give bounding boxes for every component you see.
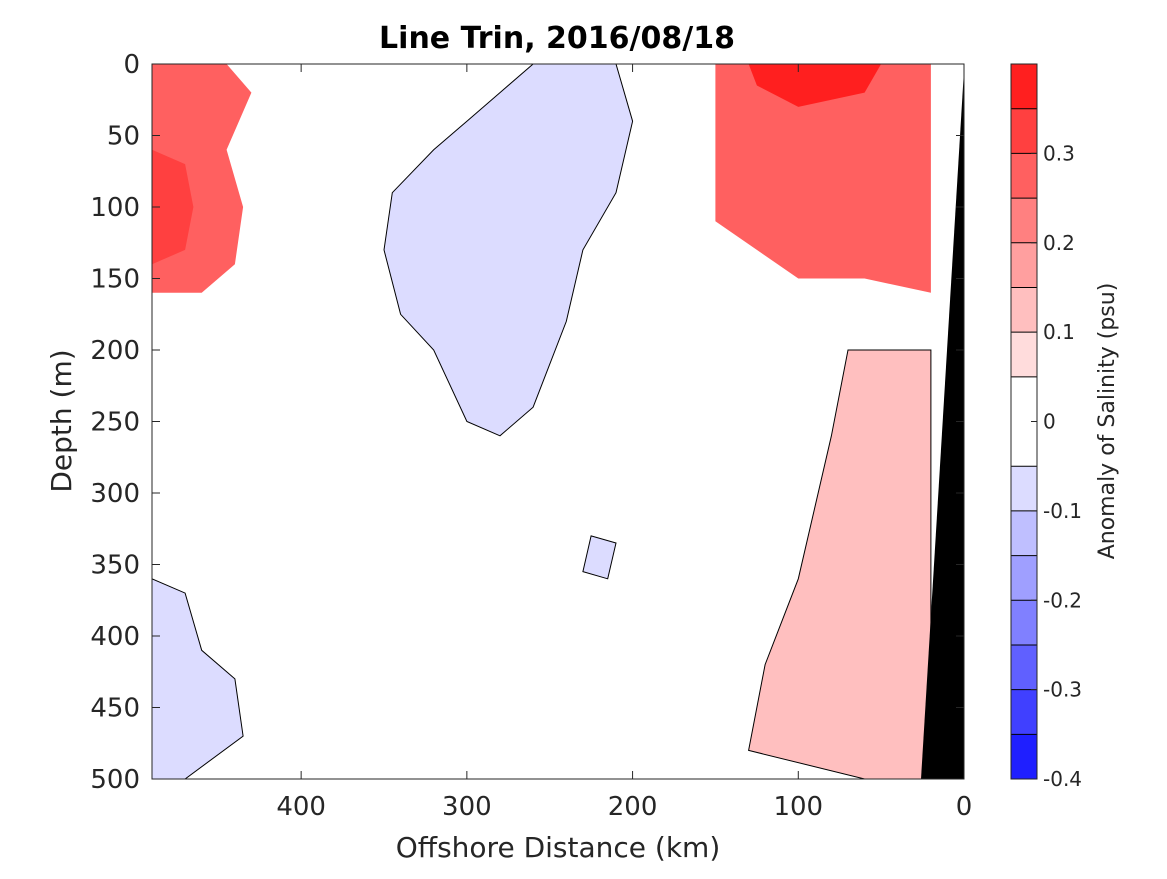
x-tick-label: 300	[442, 792, 492, 822]
region-salty-nearshore-surface	[748, 64, 882, 107]
colorbar-tick-label: -0.3	[1043, 678, 1082, 702]
y-tick-label: 150	[90, 265, 140, 295]
x-axis-ticks: 400 300 200 100 0	[276, 64, 972, 822]
colorbar-band	[1011, 153, 1037, 199]
colorbar-tick-label: -0.1	[1043, 499, 1082, 523]
region-salty-nearshore-upper	[715, 64, 931, 293]
colorbar-tick-label: 0.1	[1043, 320, 1075, 344]
colorbar-band	[1011, 242, 1037, 288]
y-tick-label: 0	[123, 50, 140, 80]
colorbar-band	[1011, 332, 1037, 377]
colorbar-band	[1011, 510, 1037, 556]
colorbar-band	[1011, 64, 1037, 109]
region-salty-west-core	[152, 149, 194, 265]
region-fresh-deep-patch	[582, 535, 616, 579]
region-fresh-deep-west	[152, 578, 244, 779]
colorbar-band	[1011, 466, 1037, 511]
y-tick-label: 50	[107, 122, 140, 152]
y-tick-label: 200	[90, 336, 140, 366]
contour-fill-layer	[152, 64, 931, 779]
colorbar-tick-label: 0.2	[1043, 231, 1075, 255]
region-salty-slope-deep	[748, 350, 931, 779]
colorbar-label: Anomaly of Salinity (psu)	[1095, 283, 1120, 560]
colorbar-tick-label: -0.4	[1043, 767, 1082, 791]
y-tick-label: 250	[90, 408, 140, 438]
colorbar-band	[1011, 198, 1037, 243]
colorbar-band	[1011, 287, 1037, 333]
y-tick-label: 500	[90, 765, 140, 795]
x-tick-label: 100	[773, 792, 823, 822]
contour-fresh-deep-west	[152, 578, 244, 779]
y-tick-label: 450	[90, 694, 140, 724]
colorbar-band	[1011, 555, 1037, 601]
colorbar-band	[1011, 108, 1037, 154]
colorbar-band	[1011, 644, 1037, 690]
x-tick-label: 0	[956, 792, 973, 822]
y-tick-label: 100	[90, 193, 140, 223]
colorbar-band	[1011, 689, 1037, 735]
colorbar: 0.3 0.2 0.1 0 -0.1 -0.2 -0.3 -0.4	[1010, 63, 1082, 791]
x-tick-label: 400	[276, 792, 326, 822]
y-tick-label: 400	[90, 622, 140, 652]
contour-salty-slope-deep	[748, 349, 932, 779]
y-axis-label: Depth (m)	[45, 349, 78, 492]
y-tick-label: 300	[90, 479, 140, 509]
x-axis-label: Offshore Distance (km)	[396, 831, 721, 864]
colorbar-band	[1011, 734, 1037, 779]
region-fresh-tongue	[384, 64, 633, 436]
colorbar-tick-label: -0.2	[1043, 588, 1082, 612]
zero-contour-lines	[152, 64, 932, 779]
colorbar-band	[1011, 600, 1037, 645]
y-axis-ticks: 0 50 100 150 200 250 300 350 400 450 500	[90, 50, 964, 795]
y-tick-label: 350	[90, 551, 140, 581]
chart-title: Line Trin, 2016/08/18	[379, 21, 735, 56]
contour-fresh-deep-patch	[582, 535, 617, 580]
colorbar-tick-label: 0.3	[1043, 141, 1075, 165]
x-tick-label: 200	[608, 792, 658, 822]
contour-fresh-tongue	[383, 64, 634, 437]
colorbar-tick-label: 0	[1043, 410, 1056, 434]
seafloor-bathymetry	[921, 70, 964, 779]
